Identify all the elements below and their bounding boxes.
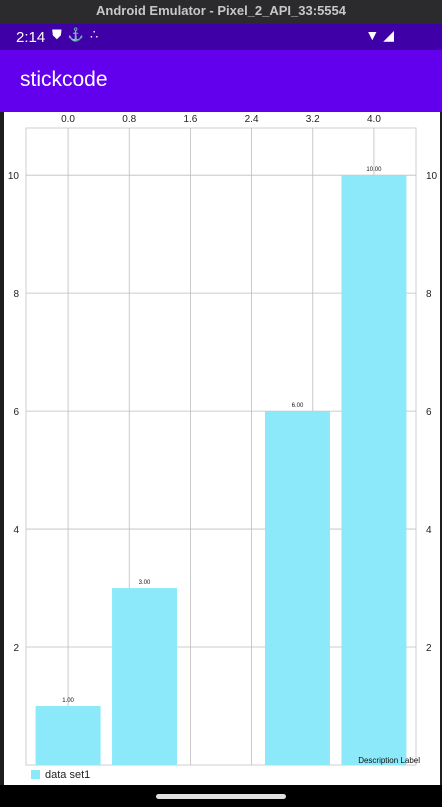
window-title: Android Emulator - Pixel_2_API_33:5554 (0, 0, 442, 24)
bar-value-label: 6.00 (292, 403, 304, 409)
x-tick-label: 3.2 (306, 114, 320, 125)
app-bar: stickcode (0, 50, 442, 112)
home-gesture-pill[interactable] (156, 794, 286, 799)
legend-label: data set1 (45, 769, 91, 781)
bar-value-label: 3.00 (139, 580, 151, 586)
chart-area: 0.0 0.8 1.6 2.4 3.2 4.0 2 2 4 4 6 6 8 8 10 10 1.00 3.00 6.… (4, 112, 440, 785)
bar-chart[interactable]: 0.0 0.8 1.6 2.4 3.2 4.0 2 2 4 4 6 6 8 8 10 10 1.00 3.00 6.… (4, 112, 440, 785)
y-tick-label-left: 2 (13, 643, 19, 654)
chart-legend: data set1 (31, 769, 90, 781)
y-tick-label-left: 10 (8, 171, 20, 182)
x-tick-label: 0.0 (61, 114, 75, 125)
y-tick-label-right: 8 (426, 289, 432, 300)
y-tick-label-left: 6 (13, 407, 19, 418)
chart-description: Description Label (358, 756, 420, 765)
status-icons-right: ▼◢ (365, 27, 398, 44)
bar-value-label: 10.00 (366, 167, 382, 173)
status-bar: 2:14 ⛊⚓∴ ▼◢ (0, 24, 442, 50)
x-tick-label: 1.6 (183, 114, 197, 125)
status-time: 2:14 (16, 29, 46, 46)
shield-icon: ⛊ (52, 27, 68, 42)
y-tick-label-right: 6 (426, 407, 432, 418)
y-tick-label-left: 4 (13, 525, 19, 536)
signal-icon: ◢ (383, 27, 398, 43)
x-tick-label: 0.8 (122, 114, 136, 125)
dots-icon: ∴ (89, 27, 105, 42)
y-tick-label-right: 10 (426, 171, 438, 182)
usb-icon: ⚓ (67, 27, 90, 42)
y-tick-label-right: 4 (426, 525, 432, 536)
wifi-icon: ▼ (365, 27, 384, 43)
x-tick-label: 4.0 (367, 114, 381, 125)
legend-swatch (31, 770, 40, 779)
bar (112, 588, 178, 765)
bar (35, 706, 101, 765)
x-tick-label: 2.4 (245, 114, 259, 125)
plot-frame (25, 127, 417, 766)
bar (264, 411, 330, 765)
y-tick-label-right: 2 (426, 643, 432, 654)
bar (341, 175, 407, 765)
bar-value-label: 1.00 (62, 698, 74, 704)
navigation-bar (0, 785, 442, 807)
y-tick-label-left: 8 (13, 289, 19, 300)
app-title: stickcode (20, 68, 108, 91)
status-icons-left: ⛊⚓∴ (52, 27, 104, 43)
